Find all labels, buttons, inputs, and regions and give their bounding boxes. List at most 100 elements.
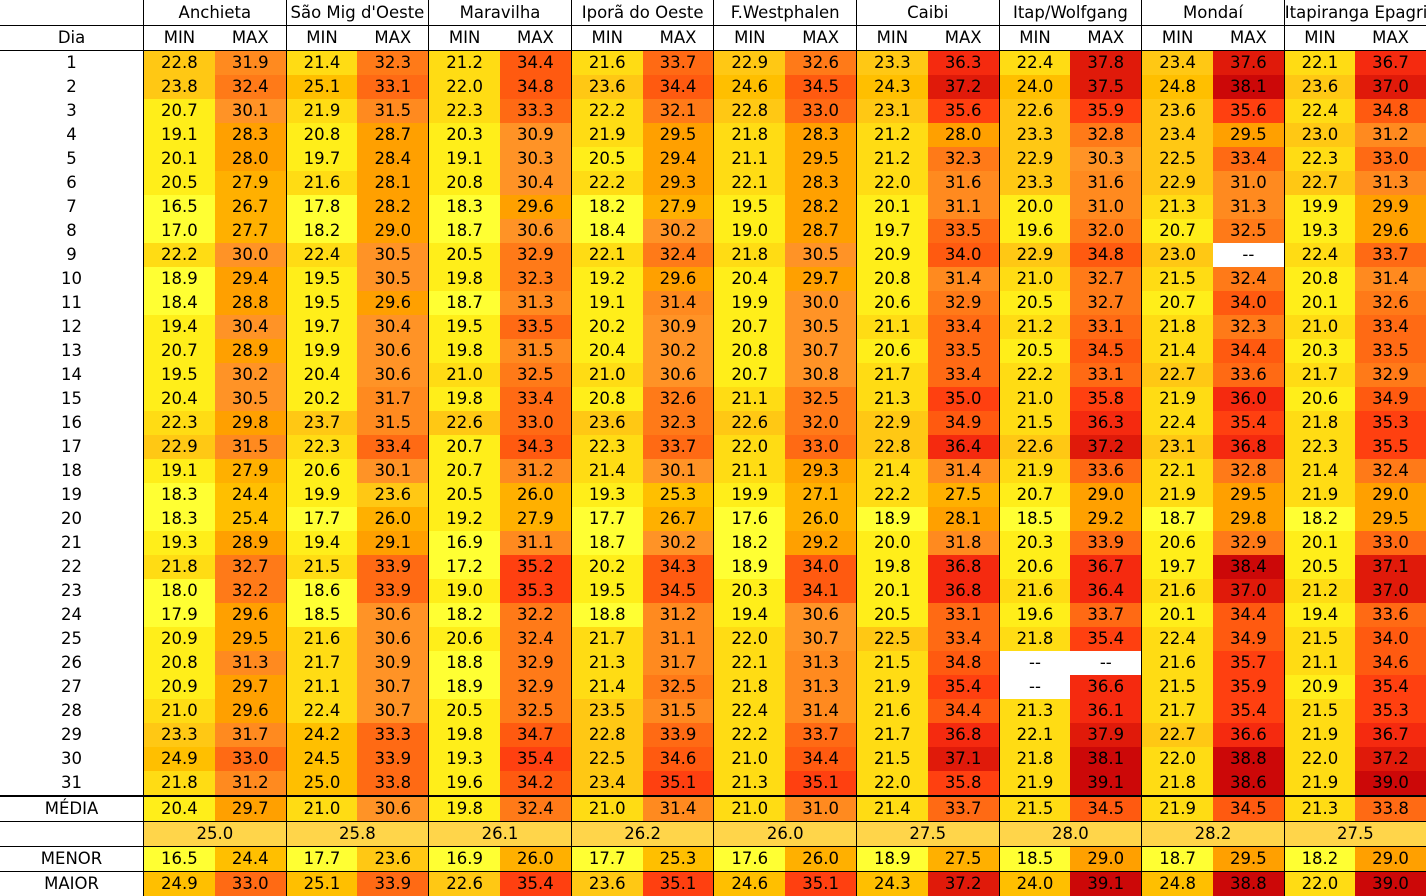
min-temp-cell: 21.5: [857, 747, 928, 771]
max-temp-cell: 33.1: [1070, 315, 1141, 339]
max-temp-cell: 31.7: [215, 723, 286, 747]
min-temp-cell: --: [999, 675, 1070, 699]
overall-mean-cell: 28.2: [1142, 822, 1285, 847]
max-temp-cell: 35.6: [1213, 99, 1284, 123]
highest-min-cell: 22.6: [429, 872, 500, 896]
max-temp-cell: 34.9: [928, 411, 999, 435]
min-temp-cell: 21.5: [1142, 675, 1213, 699]
day-number: 4: [0, 123, 144, 147]
min-temp-cell: 19.4: [1284, 603, 1355, 627]
station-name: Iporã do Oeste: [571, 0, 714, 26]
min-temp-cell: 21.6: [1142, 651, 1213, 675]
max-temp-cell: 33.6: [1070, 459, 1141, 483]
min-temp-cell: 19.5: [144, 363, 215, 387]
max-temp-cell: 29.6: [215, 699, 286, 723]
max-column-header: MAX: [643, 26, 714, 51]
min-temp-cell: 20.4: [144, 387, 215, 411]
max-temp-cell: 32.6: [785, 51, 856, 76]
max-temp-cell: 28.7: [785, 219, 856, 243]
min-temp-cell: 23.1: [857, 99, 928, 123]
min-temp-cell: 19.0: [714, 219, 785, 243]
min-temp-cell: 19.9: [286, 483, 357, 507]
max-temp-cell: 31.4: [785, 699, 856, 723]
min-temp-cell: 21.1: [1284, 651, 1355, 675]
min-temp-cell: 24.8: [1142, 75, 1213, 99]
min-temp-cell: 21.2: [1284, 579, 1355, 603]
max-temp-cell: 36.1: [1070, 699, 1141, 723]
max-temp-cell: 38.1: [1070, 747, 1141, 771]
day-number: 20: [0, 507, 144, 531]
max-temp-cell: 33.4: [928, 363, 999, 387]
average-min-cell: 21.0: [714, 796, 785, 822]
min-temp-cell: 19.8: [857, 555, 928, 579]
max-temp-cell: 34.4: [500, 51, 571, 76]
min-temp-cell: 21.5: [1284, 699, 1355, 723]
max-temp-cell: 31.0: [1213, 171, 1284, 195]
max-temp-cell: 33.9: [643, 723, 714, 747]
max-temp-cell: 36.0: [1213, 387, 1284, 411]
min-temp-cell: 22.3: [1284, 435, 1355, 459]
max-temp-cell: 36.4: [928, 435, 999, 459]
day-number: 24: [0, 603, 144, 627]
day-number: 26: [0, 651, 144, 675]
max-temp-cell: 37.8: [1070, 51, 1141, 76]
max-temp-cell: 34.0: [785, 555, 856, 579]
min-temp-cell: 21.6: [571, 51, 642, 76]
min-temp-cell: 19.0: [429, 579, 500, 603]
max-temp-cell: 26.0: [500, 483, 571, 507]
min-temp-cell: 20.4: [714, 267, 785, 291]
overall-mean-cell: 26.0: [714, 822, 857, 847]
highest-min-cell: 23.6: [571, 872, 642, 896]
min-temp-cell: 19.5: [286, 291, 357, 315]
highest-max-cell: 35.1: [643, 872, 714, 896]
max-temp-cell: 37.0: [1355, 579, 1426, 603]
min-temp-cell: 22.8: [857, 435, 928, 459]
max-column-header: MAX: [215, 26, 286, 51]
max-temp-cell: 36.7: [1355, 51, 1426, 76]
max-temp-cell: 31.9: [215, 51, 286, 76]
min-temp-cell: 23.4: [571, 771, 642, 796]
max-temp-cell: 32.5: [500, 699, 571, 723]
max-temp-cell: 32.5: [1213, 219, 1284, 243]
max-temp-cell: 37.5: [1070, 75, 1141, 99]
min-temp-cell: 22.1: [1284, 51, 1355, 76]
day-number: 18: [0, 459, 144, 483]
max-temp-cell: 30.4: [500, 171, 571, 195]
min-temp-cell: 21.7: [857, 723, 928, 747]
max-temp-cell: 30.7: [785, 339, 856, 363]
max-temp-cell: 29.5: [215, 627, 286, 651]
min-temp-cell: 19.9: [286, 339, 357, 363]
min-temp-cell: 20.5: [571, 147, 642, 171]
day-number: 6: [0, 171, 144, 195]
min-temp-cell: 23.7: [286, 411, 357, 435]
min-temp-cell: 20.7: [144, 339, 215, 363]
max-temp-cell: 35.7: [1213, 651, 1284, 675]
station-name: Maravilha: [429, 0, 572, 26]
min-temp-cell: 22.7: [1142, 723, 1213, 747]
min-temp-cell: 20.3: [999, 531, 1070, 555]
min-temp-cell: 22.9: [999, 243, 1070, 267]
max-temp-cell: 29.2: [1070, 507, 1141, 531]
max-temp-cell: 31.3: [1213, 195, 1284, 219]
min-temp-cell: 19.5: [714, 195, 785, 219]
max-temp-cell: 35.1: [785, 771, 856, 796]
station-name: Itap/Wolfgang: [999, 0, 1142, 26]
highest-max-cell: 35.1: [785, 872, 856, 896]
max-temp-cell: --: [1070, 651, 1141, 675]
day-number: 7: [0, 195, 144, 219]
max-temp-cell: 32.3: [500, 267, 571, 291]
min-temp-cell: 20.1: [1284, 291, 1355, 315]
min-temp-cell: 21.9: [286, 99, 357, 123]
min-temp-cell: --: [999, 651, 1070, 675]
min-temp-cell: 22.6: [999, 99, 1070, 123]
max-temp-cell: 34.4: [643, 75, 714, 99]
min-temp-cell: 21.8: [1284, 411, 1355, 435]
min-temp-cell: 18.6: [286, 579, 357, 603]
